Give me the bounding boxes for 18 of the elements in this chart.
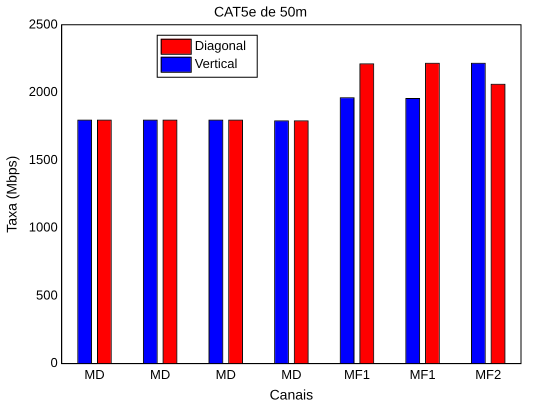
y-tick-label: 500 bbox=[36, 287, 58, 302]
x-tick-label: MD bbox=[216, 366, 236, 382]
x-axis-title: Canais bbox=[270, 386, 314, 402]
y-tick-label: 1000 bbox=[28, 220, 58, 235]
x-tick-label: MF2 bbox=[475, 366, 502, 382]
x-tick-label: MD bbox=[281, 366, 302, 382]
y-tick-label: 2500 bbox=[28, 16, 58, 32]
y-tick-label: 2000 bbox=[28, 84, 58, 100]
chart-title: CAT5e de 50m bbox=[214, 3, 308, 20]
y-tick-label: 0 bbox=[50, 355, 58, 370]
x-tick-label: MD bbox=[84, 366, 105, 382]
y-axis-title: Taxa (Mbps) bbox=[3, 156, 20, 233]
legend-label: Diagonal bbox=[194, 38, 246, 53]
x-tick-label: MF1 bbox=[344, 366, 370, 382]
y-tick-label: 1500 bbox=[28, 152, 58, 167]
x-tick-label: MD bbox=[150, 366, 170, 382]
legend-label: Vertical bbox=[194, 56, 238, 71]
x-tick-label: MF1 bbox=[410, 366, 436, 382]
